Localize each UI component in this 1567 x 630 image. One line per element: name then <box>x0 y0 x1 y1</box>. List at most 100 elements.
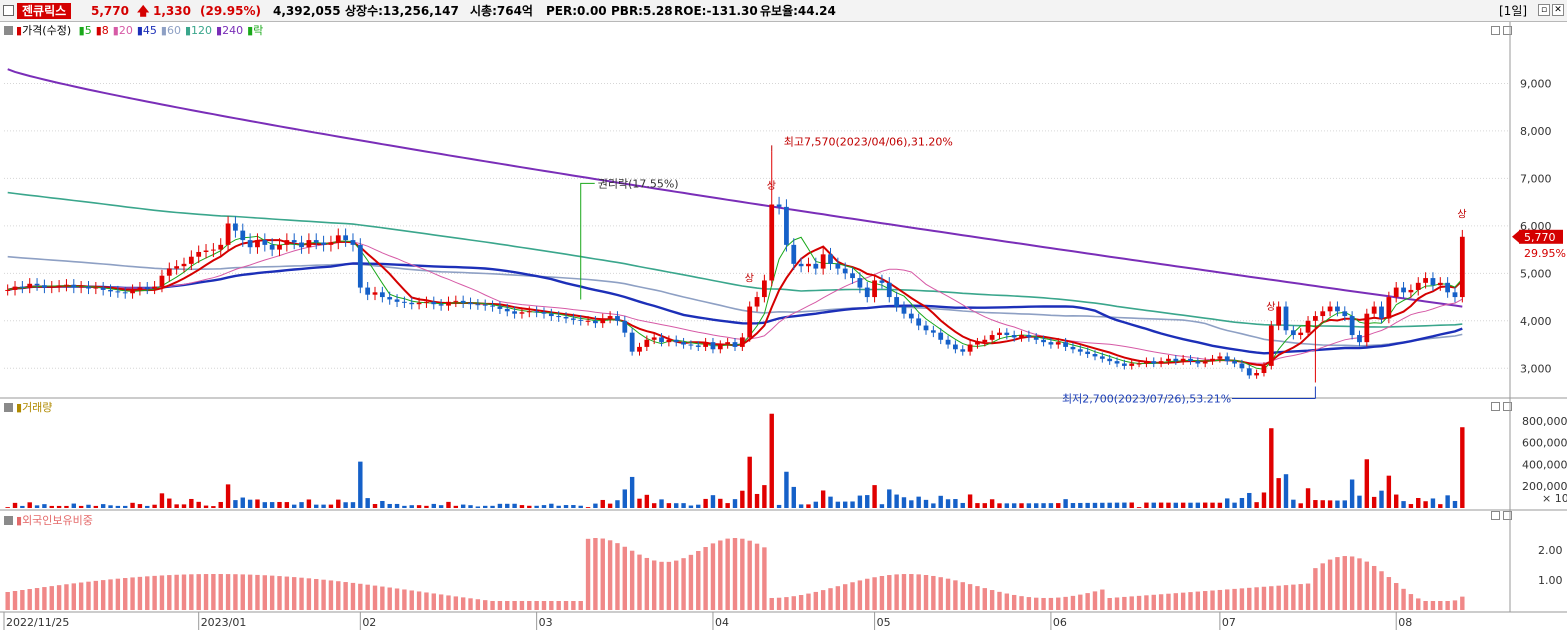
foreign-bar <box>982 588 987 610</box>
foreign-bar <box>923 575 929 610</box>
volume-bar <box>1394 494 1399 508</box>
candle-body <box>1305 320 1311 333</box>
candle-body <box>1188 358 1193 362</box>
foreign-bar <box>328 580 334 610</box>
candle-body <box>1180 358 1186 362</box>
foreign-bar <box>86 581 91 610</box>
select-checkbox[interactable] <box>3 5 14 16</box>
foreign-bar <box>1445 601 1450 610</box>
foreign-pane-restore-icon[interactable] <box>1491 511 1500 520</box>
foreign-bar <box>1092 591 1098 610</box>
candle-body <box>262 240 268 245</box>
volume-bar <box>607 503 613 508</box>
candle-body <box>56 285 62 287</box>
candle-body <box>1114 361 1120 364</box>
candle-body <box>864 287 870 298</box>
volume-bar <box>1335 500 1340 508</box>
volume-bar <box>703 498 708 508</box>
volume-bar <box>483 505 488 508</box>
volume-pane-menu-icon[interactable] <box>4 403 13 412</box>
foreign-bar <box>549 601 554 610</box>
candle-body <box>1121 363 1127 366</box>
volume-bar <box>78 505 84 508</box>
foreign-bar <box>688 554 694 610</box>
candle-body <box>100 287 106 290</box>
foreign-bar <box>1195 591 1201 610</box>
candle-body <box>203 250 209 252</box>
volume-bar <box>1247 492 1252 508</box>
foreign-bar <box>1100 589 1105 610</box>
candle-body <box>1041 339 1046 343</box>
candle-body <box>299 242 304 248</box>
pane-close-icon[interactable] <box>1503 26 1512 35</box>
volume-pane-restore-icon[interactable] <box>1491 402 1500 411</box>
ma-45-line <box>7 262 1463 355</box>
foreign-bar <box>1401 588 1406 610</box>
volume-bar <box>1136 507 1142 508</box>
pane-menu-icon[interactable] <box>4 26 13 35</box>
volume-bars-group <box>5 413 1465 508</box>
candle-body <box>747 306 753 338</box>
pane-restore-icon[interactable] <box>1491 26 1500 35</box>
candle-body <box>115 291 121 293</box>
volume-bar <box>982 503 987 508</box>
volume-bar <box>431 503 436 508</box>
foreign-bar <box>1254 587 1259 610</box>
foreign-bar <box>1122 596 1127 610</box>
volume-bar <box>64 505 69 508</box>
candle-body <box>225 223 231 245</box>
restore-icon[interactable]: ▫ <box>1538 4 1550 16</box>
low-annotation: 최저2,700(2023/07/26),53.21% <box>1062 393 1231 406</box>
volume-bar <box>1210 502 1215 508</box>
candle-body <box>828 254 833 264</box>
candle-body <box>1195 361 1201 364</box>
period-selector[interactable]: [1일] <box>1499 4 1528 18</box>
volume-bar <box>56 505 62 508</box>
foreign-bar <box>637 554 642 610</box>
volume-bar <box>887 489 892 508</box>
candle-body <box>269 244 275 250</box>
candle-body <box>1408 289 1414 293</box>
volume-bar <box>343 502 348 508</box>
candle-body <box>916 318 922 326</box>
candle-body <box>291 240 297 243</box>
candle-body <box>975 342 980 345</box>
foreign-bars-group <box>5 538 1465 610</box>
volume-bar <box>152 504 157 508</box>
foreign-bar <box>78 582 84 610</box>
volume-pane-close-icon[interactable] <box>1503 402 1512 411</box>
foreign-bar <box>850 582 855 610</box>
candle-body <box>277 244 282 250</box>
foreign-pane-menu-icon[interactable] <box>4 516 13 525</box>
candle-body <box>1298 332 1304 336</box>
foreign-bar <box>225 574 231 610</box>
candle-body <box>578 319 584 321</box>
close-icon[interactable]: ✕ <box>1552 4 1564 16</box>
volume-bar <box>629 476 635 508</box>
foreign-bar <box>321 579 326 610</box>
rights-leader <box>580 182 595 300</box>
candle-body <box>1371 306 1377 314</box>
candle-body <box>122 292 128 294</box>
foreign-bar <box>5 592 10 610</box>
candle-body <box>34 283 40 286</box>
candle-body <box>1085 351 1091 355</box>
foreign-bar <box>791 596 796 610</box>
stock-name[interactable]: 젠큐릭스 <box>17 3 72 19</box>
foreign-bar <box>1349 556 1355 610</box>
candle-body <box>64 284 69 286</box>
candle-body <box>1173 358 1179 362</box>
volume-bar <box>358 461 363 508</box>
candle-body <box>835 263 841 269</box>
candle-body <box>570 318 576 320</box>
candle-body <box>86 286 91 289</box>
candle-body <box>137 287 143 290</box>
candle-body <box>1136 363 1142 365</box>
volume-bar <box>644 494 650 508</box>
foreign-pane-close-icon[interactable] <box>1503 511 1512 520</box>
foreign-bar <box>578 601 583 610</box>
foreign-bar <box>842 584 848 610</box>
volume-bar <box>960 502 965 508</box>
volume-bar <box>776 504 782 508</box>
